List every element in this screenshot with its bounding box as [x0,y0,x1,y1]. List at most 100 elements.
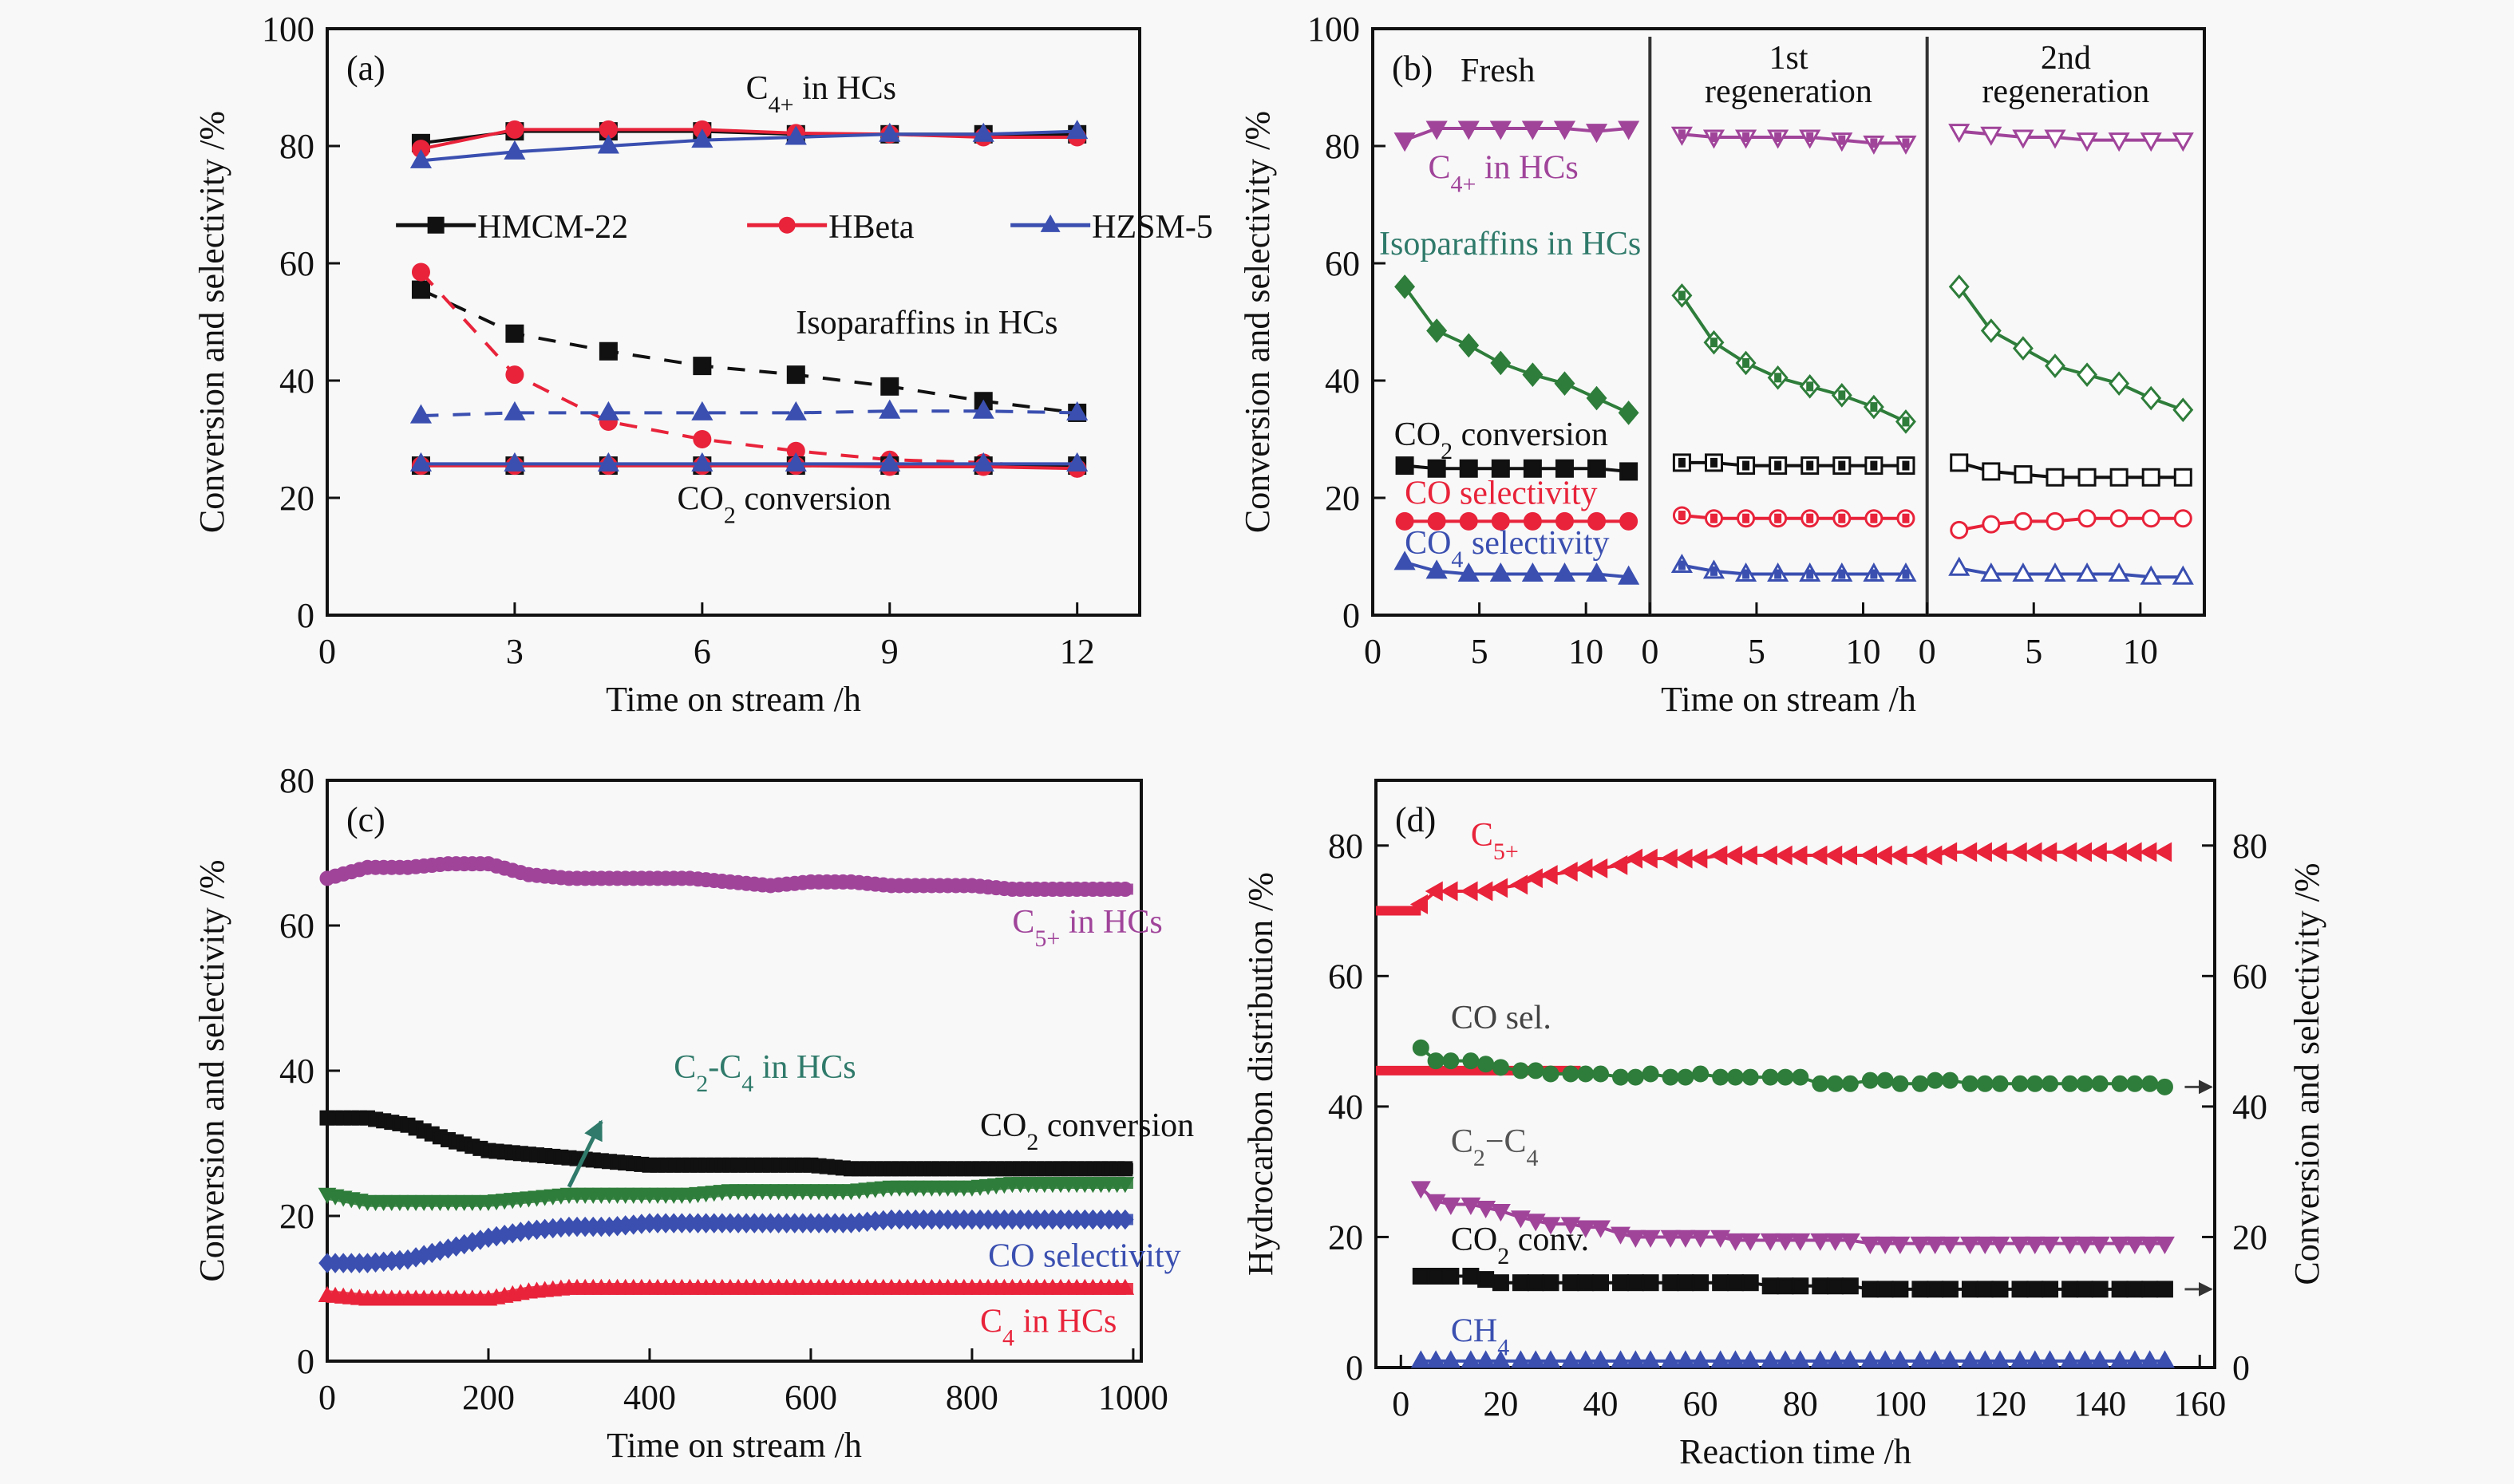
series-c5--point [1759,845,1777,866]
series-c4-in-hcs-seg1-point [1489,120,1512,140]
series-ch4-point [1875,1350,1895,1368]
series-c2-c4-point [1410,1181,1431,1199]
series-hzsm-5-isoparaffins-in-hcs-line [421,409,1077,418]
series-c5--point [1559,862,1578,882]
x-tick-label: 20 [1483,1384,1518,1423]
series-ch4-point [1625,1350,1646,1368]
series-co2-conv--point [1991,1281,2009,1298]
series-c2-c4-point [2025,1236,2046,1255]
series-ch4-point [1560,1350,1581,1368]
series-c5--point [1874,845,1892,866]
series-co2-conv--point [1677,1274,1694,1292]
annotation: CO2 conversion [678,481,891,529]
series-ch4-point [2025,1350,2046,1368]
text-run: CO [980,1107,1026,1144]
series-c5-in-hcs-point [1117,882,1133,897]
annotation: CO2 conv. [1451,1222,1589,1269]
subscript: 2 [1026,1128,1038,1154]
series-hzsm-5-isoparaffins-in-hcs-point [1066,401,1089,420]
series-c5--point [1974,842,1992,862]
series-c5--point [1659,848,1678,869]
segment-title: Fresh [1461,53,1535,89]
series-c2-c4-point [1476,1200,1496,1219]
x-tick-label: 5 [1748,632,1765,671]
series-c5--point [1789,845,1808,866]
series-ch4-selectivity-seg1-point [1425,559,1448,579]
series-c5--point [1959,842,1978,862]
subscript: 5+ [1493,838,1519,864]
y-tick-label: 40 [279,361,314,401]
series-co2-conversion-seg3-point [2046,468,2065,487]
series-ch4-point [1540,1350,1561,1368]
series-c2-c4-point [1425,1194,1446,1212]
x-tick-label: 0 [1641,632,1658,671]
subscript: 2 [1441,437,1453,464]
x-axis-title: Time on stream /h [1661,680,1916,719]
series-hzsm-5-co2-conversion-point [972,452,994,472]
series-ch4-point [1840,1350,1860,1368]
series-co2-conv--point [1427,1268,1445,1285]
series-c5--point [1674,848,1693,869]
subscript: 4 [1451,546,1463,572]
series-co-sel--point [1692,1065,1710,1083]
text-run: CO [1394,416,1441,453]
series-ch4-point [1425,1350,1446,1368]
series-co2-conv--point [1961,1281,1978,1298]
series-hbeta-isoparaffins-in-hcs-point [693,430,712,448]
series-c5--point [1739,845,1757,866]
annotation: Isoparaffins in HCs [796,305,1057,341]
series-co-sel--point [1612,1068,1630,1086]
series-co-selectivity-seg3-point [1950,520,1969,539]
text-run: C [1012,904,1034,941]
series-co-sel--point [1662,1068,1679,1086]
series-co-sel--point [1961,1075,1978,1092]
annotation-arrow [567,1119,603,1188]
series-isoparaffins-in-hcs-seg3-point [1948,274,1970,299]
series-c5--point [2139,842,2157,862]
segment-title-line2: regeneration [1982,73,2149,110]
text-run: Isoparaffins in HCs [1379,226,1641,262]
series-c5--point [2059,842,2077,862]
series-hmcm-22-isoparaffins-in-hcs-point [411,280,430,299]
text-run: C [1428,149,1450,186]
series-ch4-selectivity-seg1-point [1457,562,1480,582]
series-co-sel--point [2076,1075,2093,1092]
series-co-selectivity-seg2-point-half [1742,513,1750,523]
series-co-sel--point [1412,1039,1429,1056]
panel-tag: (d) [1395,800,1436,839]
legend-swatch-marker [778,216,796,234]
series-isoparaffins-in-hcs-seg1-point [1426,318,1448,343]
series-co-sel--point [1761,1068,1779,1086]
series-c2-c4-point [1675,1229,1696,1248]
series-ch4-point [1939,1350,1960,1368]
series-co-selectivity-point [1117,1209,1134,1230]
y-tick-label: 60 [1325,244,1360,283]
series-c5--point [1524,868,1543,889]
series-c2-c4-point [1490,1204,1511,1222]
series-ch4-selectivity-seg3-point [2172,565,2194,585]
annotation: CO4 selectivity [1405,525,1609,573]
legend-label: HBeta [828,209,915,246]
panel-tag: (b) [1392,49,1433,88]
subscript: 2 [696,1071,708,1097]
series-c2-c4-point [1690,1229,1711,1248]
series-co2-conv--point [1726,1274,1744,1292]
series-co-sel--point [1841,1075,1859,1092]
y-tick-label: 60 [1328,957,1363,996]
series-hzsm-5-co2-conversion-point [409,452,433,472]
y-axis-title: Hydrocarbon distribution /% [1241,872,1280,1276]
series-c4-in-hcs-seg1-point [1553,120,1576,140]
series-co-sel--point [1427,1052,1445,1070]
subscript: 4 [1527,1145,1539,1171]
series-isoparaffins-in-hcs-seg1-point [1586,385,1607,411]
series-co2-conv--point [2111,1281,2129,1298]
text-run: in HCs [794,70,896,107]
series-c2-c4-point [1875,1236,1895,1255]
series-c5--point [1590,858,1608,878]
series-co-selectivity-seg2-point-half [1838,513,1846,523]
series-c4-in-hcs-seg3-point [2140,132,2162,152]
series-c5--point [1440,881,1458,902]
x-axis-title: Time on stream /h [606,680,861,719]
series-c2-c4-point [1441,1197,1461,1215]
series-co-sel--point [1941,1072,1959,1089]
